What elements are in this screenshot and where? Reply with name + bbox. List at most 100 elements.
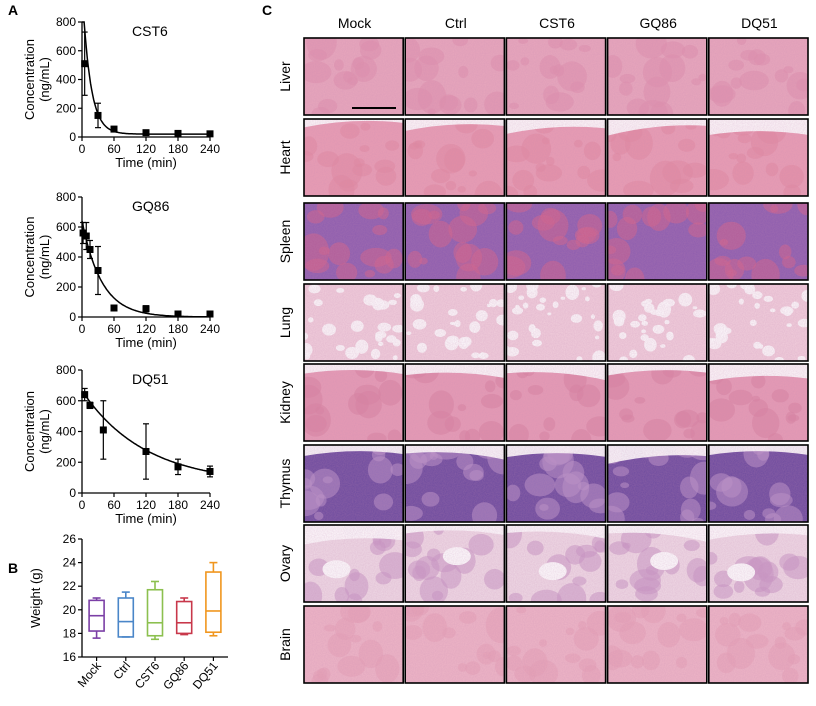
x-tick-label: 120 [136, 142, 156, 156]
row-label: Heart [277, 140, 293, 174]
tissue-image-ovary-dq51 [707, 524, 809, 603]
tissue-image-lung-dq51 [707, 283, 809, 362]
tissue-grain [607, 119, 707, 196]
tissue-grain [708, 525, 808, 602]
tissue-image-thymus-gq86 [606, 444, 708, 523]
tissue-image-brain-mock [303, 605, 404, 684]
tissue-image-liver-dq51 [707, 37, 809, 116]
data-point [99, 426, 107, 434]
tissue-image-thymus-dq51 [707, 444, 809, 523]
tissue-texture [304, 364, 404, 441]
image-border [505, 37, 607, 116]
y-tick-label: 400 [56, 73, 76, 87]
y-tick-label: 0 [69, 486, 76, 500]
data-point [206, 130, 214, 138]
image-border [505, 444, 607, 523]
tissue-image-kidney-mock [303, 363, 404, 442]
tissue-grain [607, 284, 707, 361]
tissue-grain [304, 203, 404, 280]
x-tick-label: 60 [107, 142, 121, 156]
chart-title: GQ86 [132, 198, 170, 214]
tissue-texture [304, 38, 404, 115]
tissue-grain [304, 284, 404, 361]
tissue-image-brain-gq86 [606, 605, 708, 684]
tissue-texture [708, 606, 808, 683]
y-axis-label-line1: Concentration [22, 217, 37, 298]
y-tick-label: 200 [56, 455, 76, 469]
tissue-texture [304, 284, 404, 361]
tissue-texture [708, 525, 808, 602]
tissue-grain [607, 364, 707, 441]
image-border [404, 202, 506, 281]
image-border [606, 605, 708, 684]
tissue-grain [304, 364, 404, 441]
column-header: GQ86 [640, 15, 678, 31]
tissue-texture [405, 119, 505, 196]
box-cst6 [146, 588, 164, 637]
tissue-image-spleen-ctrl [404, 202, 506, 281]
image-border [707, 37, 809, 116]
image-border [505, 363, 607, 442]
panel-label-a: A [8, 2, 18, 18]
tissue-texture [607, 203, 707, 280]
fit-curve [81, 220, 211, 318]
tissue-texture [304, 606, 404, 683]
tissue-texture [405, 525, 505, 602]
tissue-grain [405, 445, 505, 522]
tissue-image-heart-gq86 [606, 118, 708, 197]
y-tick-label: 200 [56, 280, 76, 294]
image-border [707, 524, 809, 603]
image-border [505, 524, 607, 603]
chart-title: CST6 [132, 23, 168, 39]
tissue-image-spleen-mock [303, 202, 404, 281]
row-label: Liver [277, 61, 293, 92]
box-gq86 [175, 600, 193, 635]
tissue-texture [708, 203, 808, 280]
tissue-texture [304, 525, 404, 602]
tissue-grain [506, 525, 606, 602]
tissue-image-lung-mock [303, 283, 404, 362]
tissue-image-thymus-ctrl [404, 444, 506, 523]
tissue-texture [405, 445, 505, 522]
tissue-texture [607, 445, 707, 522]
tissue-grain [405, 284, 505, 361]
y-tick-label: 200 [56, 101, 76, 115]
column-header: DQ51 [741, 15, 778, 31]
tissue-grain [708, 445, 808, 522]
data-point [206, 467, 214, 475]
tissue-grain [506, 203, 606, 280]
image-border [606, 444, 708, 523]
tissue-texture [708, 445, 808, 522]
tissue-image-kidney-gq86 [606, 363, 708, 442]
data-point [174, 129, 182, 137]
x-tick-label: Mock [75, 658, 105, 690]
data-point [82, 232, 90, 240]
tissue-texture [506, 525, 606, 602]
image-border [505, 283, 607, 362]
image-border [303, 444, 404, 523]
y-tick-label: 800 [56, 190, 76, 204]
image-border [606, 363, 708, 442]
image-border [303, 202, 404, 281]
image-border [404, 524, 506, 603]
tissue-texture [708, 119, 808, 196]
x-tick-label: CST6 [132, 659, 163, 692]
tissue-grain [405, 119, 505, 196]
dq51-concentration-chart: 0 200 400 600 800 0 60 120 180 240 Time (min) Conce… [22, 363, 220, 526]
tissue-texture [708, 38, 808, 115]
tissue-grain [304, 38, 404, 115]
tissue-grain [708, 606, 808, 683]
y-axis-label-line1: Concentration [22, 39, 37, 120]
tissue-texture [607, 284, 707, 361]
data-point [110, 304, 118, 312]
image-border [303, 37, 404, 116]
tissue-grain [607, 525, 707, 602]
tissue-texture [607, 119, 707, 196]
tissue-image-thymus-mock [303, 444, 404, 523]
image-border [303, 605, 404, 684]
box-dq51 [205, 571, 222, 634]
tissue-texture [607, 606, 707, 683]
image-border [505, 118, 607, 197]
tissue-grain [506, 38, 606, 115]
cst6-concentration-chart: 0 200 400 600 800 0 60 120 180 240 Time (min) Conce… [22, 15, 220, 170]
